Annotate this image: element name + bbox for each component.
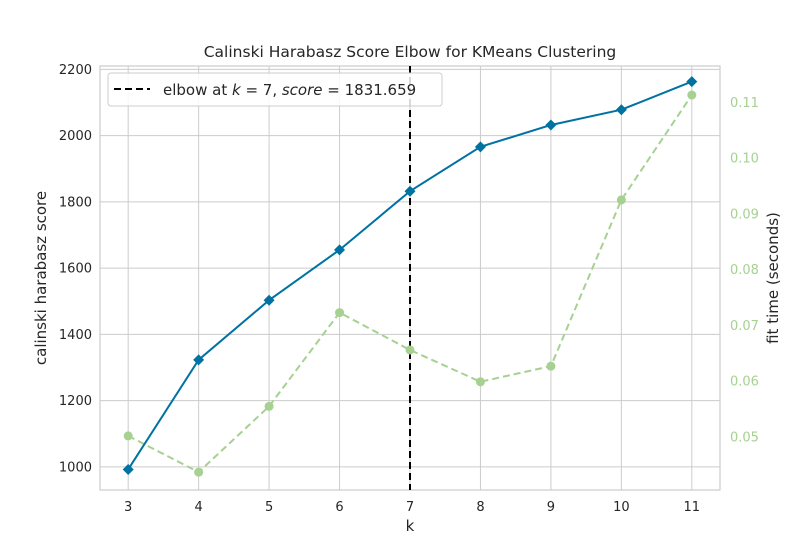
fit-time-point xyxy=(546,361,556,371)
x-tick-label: 5 xyxy=(265,500,273,515)
x-tick-label: 10 xyxy=(613,500,630,515)
y2-tick-label: 0.10 xyxy=(730,152,759,167)
y-tick-label: 1600 xyxy=(59,262,92,277)
y-tick-label: 1200 xyxy=(59,394,92,409)
y-tick-label: 2200 xyxy=(59,63,92,78)
score-point xyxy=(545,119,557,131)
x-tick-label: 6 xyxy=(335,500,343,515)
score-point xyxy=(686,76,698,88)
y2-tick-label: 0.11 xyxy=(730,96,759,111)
fit-time-point xyxy=(264,401,274,411)
y-tick-label: 1400 xyxy=(59,328,92,343)
x-tick-label: 11 xyxy=(684,500,701,515)
fit-time-point xyxy=(475,377,485,387)
tick-labels: 3 4 5 6 7 8 9 10 11 1000 1200 1400 1600 1800 2000 2200 0… xyxy=(59,63,759,515)
fit-time-point xyxy=(194,467,204,477)
x-tick-label: 9 xyxy=(547,500,555,515)
y-tick-label: 1800 xyxy=(59,195,92,210)
score-point xyxy=(122,463,134,475)
x-tick-label: 3 xyxy=(124,500,132,515)
x-tick-label: 8 xyxy=(476,500,484,515)
y2-tick-label: 0.09 xyxy=(730,207,759,222)
score-point xyxy=(615,104,627,116)
fit-time-line xyxy=(127,94,693,474)
y2-tick-label: 0.05 xyxy=(730,431,759,446)
score-point xyxy=(334,244,346,256)
y2-tick-label: 0.06 xyxy=(730,375,759,390)
fit-time-point xyxy=(335,308,345,318)
fit-time-point xyxy=(616,195,626,205)
score-point xyxy=(474,141,486,153)
score-point xyxy=(263,294,275,306)
fit-time-point xyxy=(405,345,415,355)
y2-tick-label: 0.07 xyxy=(730,319,759,334)
series-layer xyxy=(122,76,698,477)
legend-box xyxy=(107,72,443,107)
y-axis-label: calinski harabasz score xyxy=(32,191,50,365)
y2-axis-label: fit time (seconds) xyxy=(764,212,782,344)
y-tick-label: 1000 xyxy=(59,460,92,475)
fit-time-point xyxy=(123,431,133,441)
fit-time-point xyxy=(687,90,697,100)
x-axis-label: k xyxy=(406,517,415,535)
legend: elbow at k = 7, score = 1831.659 xyxy=(107,72,443,107)
chart-title: Calinski Harabasz Score Elbow for KMeans… xyxy=(204,43,617,61)
score-point xyxy=(404,185,416,197)
y2-tick-label: 0.08 xyxy=(730,263,759,278)
score-point xyxy=(193,354,205,366)
legend-elbow-label: elbow at k = 7, score = 1831.659 xyxy=(163,81,416,99)
x-tick-label: 4 xyxy=(194,500,202,515)
x-tick-label: 7 xyxy=(406,500,414,515)
y-tick-label: 2000 xyxy=(59,129,92,144)
